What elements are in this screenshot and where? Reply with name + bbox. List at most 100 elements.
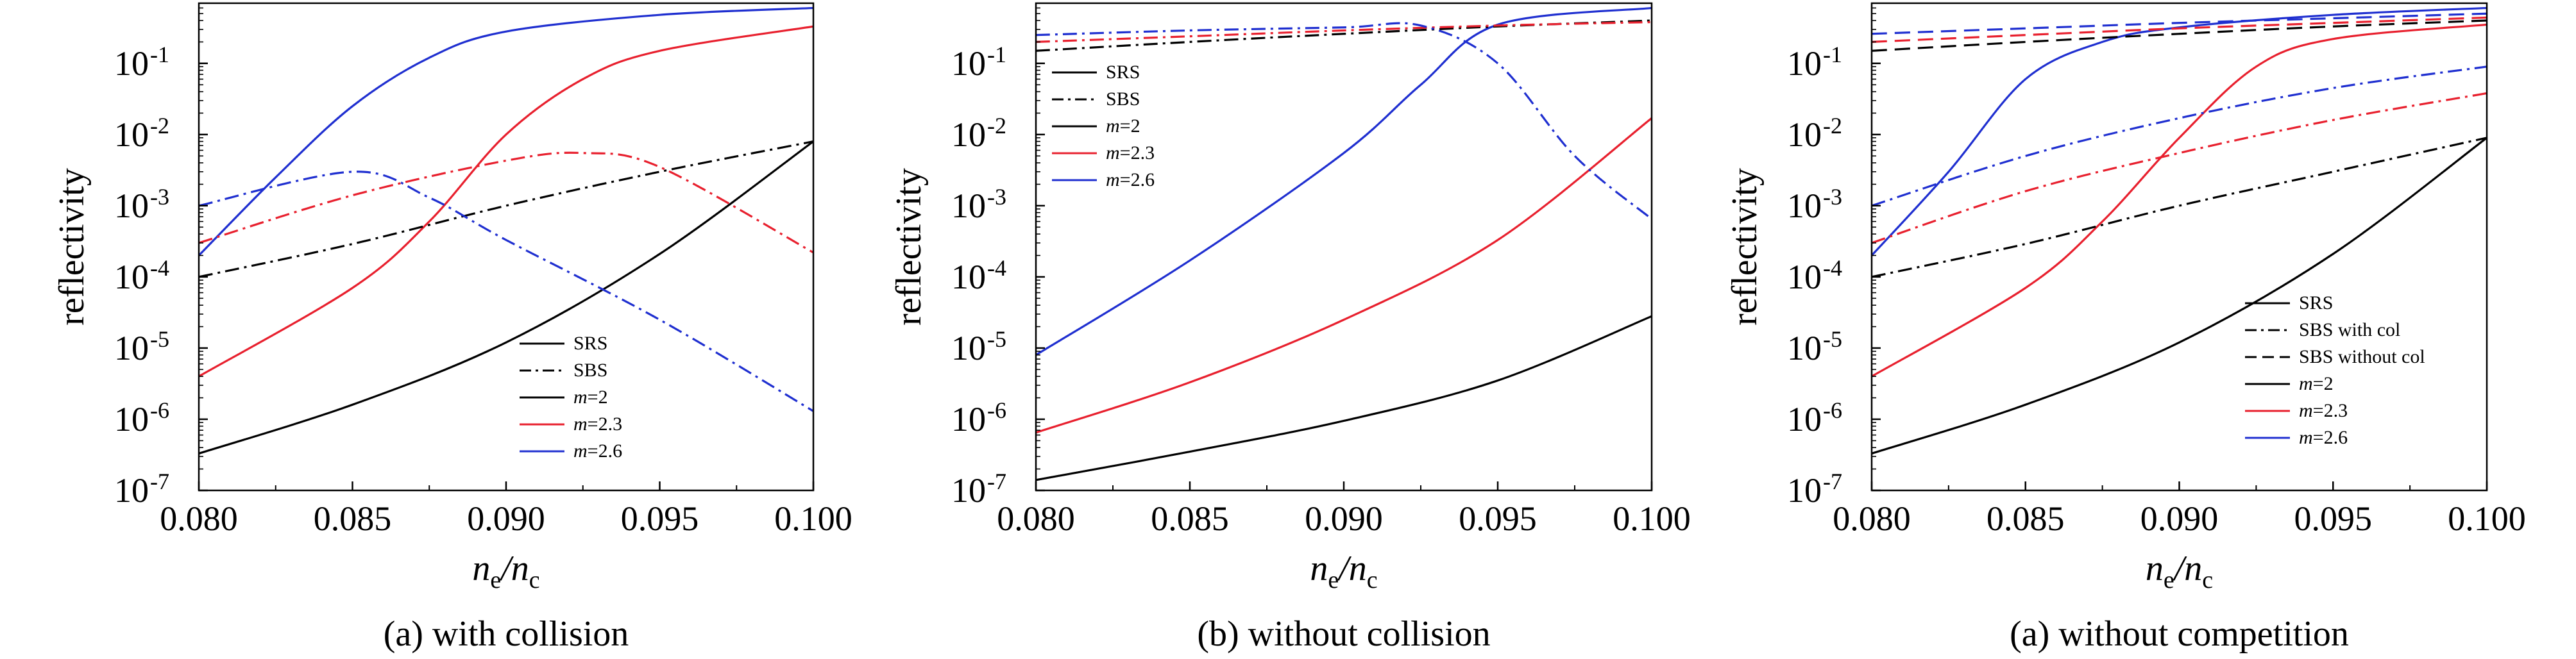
x-tick-label: 0.095 [1459, 499, 1537, 538]
y-tick-exponent: -5 [987, 326, 1006, 352]
series-group [1872, 6, 2487, 455]
x-axis-label: ne/nc [2146, 549, 2213, 594]
legend-entry: SRS [1106, 62, 1140, 83]
y-tick-exponent: -5 [1823, 326, 1842, 352]
legend-entry: m=2.3 [1106, 142, 1155, 163]
series-line-srs-m2.3 [1872, 23, 2487, 378]
x-axis-label: ne/nc [1310, 549, 1377, 594]
x-tick-label: 0.090 [467, 499, 545, 538]
legend-entry: SBS [1106, 88, 1140, 110]
x-tick-label: 0.100 [774, 499, 852, 538]
y-tick-label: 10 [951, 329, 986, 367]
y-tick-label: 10 [1787, 115, 1822, 154]
y-tick-exponent: -2 [987, 113, 1006, 138]
legend: SRS SBS with col SBS without col m=2 m=2.3 m=… [2245, 292, 2425, 448]
legend-entry: m=2.3 [573, 413, 622, 435]
legend-entry: SRS [573, 333, 607, 354]
series-line-srs-m2 [1036, 315, 1652, 481]
y-tick-exponent: -7 [1823, 469, 1842, 494]
legend-entry: m=2 [2299, 373, 2334, 394]
series-line-sbs-without-col-m2 [1872, 19, 2487, 52]
series-group [1036, 6, 1652, 481]
x-tick-label: 0.085 [1987, 499, 2065, 538]
series-line-srs-m2 [199, 140, 813, 455]
legend-entry: m=2.6 [2299, 427, 2348, 448]
y-tick-label: 10 [114, 329, 149, 367]
y-tick-exponent: -4 [150, 255, 169, 281]
x-tick-label: 0.085 [1151, 499, 1229, 538]
y-axis-label: reflectivity [52, 168, 92, 326]
x-tick-label: 0.080 [160, 499, 238, 538]
y-tick-exponent: -1 [150, 42, 169, 67]
y-tick-label: 10 [1787, 258, 1822, 296]
series-line-sbs-with-col-m2.6 [1872, 65, 2487, 207]
x-tick-label: 0.100 [1613, 499, 1691, 538]
y-tick-exponent: -3 [987, 184, 1006, 210]
y-tick-label: 10 [1787, 471, 1822, 510]
legend-entry: m=2 [1106, 115, 1140, 137]
y-tick-label: 10 [951, 44, 986, 83]
series-line-sbs-without-col-m2.6 [1872, 12, 2487, 35]
series-line-srs-m2.3 [199, 25, 813, 378]
series-line-sbs-with-col-m2 [1872, 137, 2487, 278]
y-tick-exponent: -4 [987, 255, 1006, 281]
x-tick-label: 0.100 [2448, 499, 2526, 538]
x-tick-label: 0.095 [621, 499, 699, 538]
legend: SRS SBS m=2 m=2.3 m=2.6 [520, 333, 622, 462]
x-axis-label: ne/nc [472, 549, 539, 594]
legend-entry: SBS with col [2299, 319, 2400, 340]
series-group [199, 6, 813, 455]
series-line-sbs-m2.3 [1036, 21, 1652, 44]
y-tick-label: 10 [114, 258, 149, 296]
y-tick-label: 10 [951, 187, 986, 225]
x-tick-label: 0.095 [2294, 499, 2373, 538]
y-tick-label: 10 [951, 400, 986, 438]
legend-entry: SBS without col [2299, 346, 2425, 367]
series-line-srs-m2 [1872, 137, 2487, 455]
y-tick-label: 10 [951, 258, 986, 296]
y-tick-exponent: -1 [1823, 42, 1842, 67]
y-tick-exponent: -6 [1823, 397, 1842, 423]
series-line-srs-m2.6 [1036, 6, 1652, 356]
y-tick-exponent: -2 [1823, 113, 1842, 138]
legend-entry: SRS [2299, 292, 2333, 313]
series-line-sbs-with-col-m2.3 [1872, 92, 2487, 244]
y-tick-exponent: -7 [987, 469, 1006, 494]
series-line-sbs-m2.6 [199, 171, 813, 412]
series-line-sbs-without-col-m2.3 [1872, 16, 2487, 44]
y-tick-label: 10 [114, 471, 149, 510]
x-tick-label: 0.080 [997, 499, 1075, 538]
series-line-sbs-m2.3 [199, 151, 813, 254]
series-line-srs-m2.3 [1036, 117, 1652, 434]
panel-caption: (a) without competition [2010, 614, 2349, 654]
plot-frame [198, 2, 815, 492]
x-tick-label: 0.090 [1305, 499, 1383, 538]
y-tick-exponent: -5 [150, 326, 169, 352]
y-tick-label: 10 [951, 471, 986, 510]
y-tick-label: 10 [114, 400, 149, 438]
legend-entry: m=2.3 [2299, 400, 2348, 421]
x-tick-label: 0.090 [2140, 499, 2219, 538]
y-tick-label: 10 [114, 115, 149, 154]
panel-caption: (b) without collision [1197, 614, 1490, 654]
y-tick-exponent: -6 [987, 397, 1006, 423]
y-tick-label: 10 [114, 187, 149, 225]
series-line-sbs-m2.6 [1036, 22, 1652, 220]
legend: SRS SBS m=2 m=2.3 m=2.6 [1052, 62, 1155, 190]
y-tick-label: 10 [1787, 44, 1822, 83]
legend-entry: m=2.6 [573, 440, 622, 462]
y-tick-exponent: -1 [987, 42, 1006, 67]
y-tick-exponent: -3 [150, 184, 169, 210]
y-tick-label: 10 [1787, 187, 1822, 225]
y-tick-label: 10 [951, 115, 986, 154]
y-tick-exponent: -2 [150, 113, 169, 138]
x-tick-label: 0.085 [314, 499, 392, 538]
legend-entry: m=2 [573, 387, 608, 408]
panel-caption: (a) with collision [384, 614, 629, 654]
y-tick-label: 10 [1787, 329, 1822, 367]
series-line-srs-m2.6 [1872, 6, 2487, 256]
y-axis-label: reflectivity [889, 168, 929, 326]
